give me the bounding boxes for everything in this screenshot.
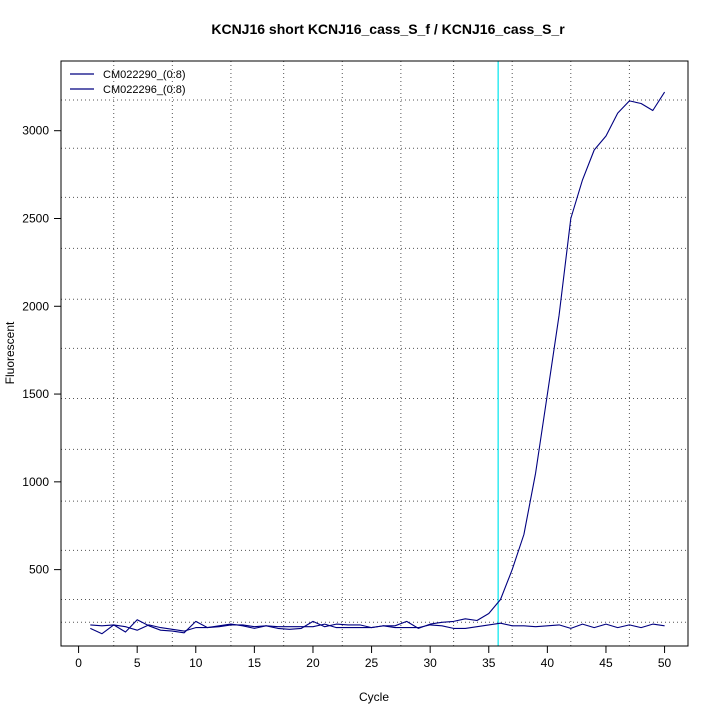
x-tick-label: 45 [599, 656, 613, 670]
x-tick-label: 0 [75, 656, 82, 670]
x-axis: 0 5 10 15 20 25 30 35 40 45 50 [75, 645, 672, 670]
legend-label-1: CM022290_(0:8) [103, 69, 186, 81]
x-tick-label: 30 [423, 656, 437, 670]
x-tick-label: 50 [658, 656, 672, 670]
x-tick-label: 15 [248, 656, 262, 670]
y-tick-label: 2000 [22, 299, 49, 313]
x-tick-label: 10 [189, 656, 203, 670]
chart-title: KCNJ16 short KCNJ16_cass_S_f / KCNJ16_ca… [211, 21, 565, 37]
y-axis: 500 1000 1500 2000 2500 3000 [22, 124, 62, 577]
x-tick-label: 35 [482, 656, 496, 670]
y-tick-label: 2500 [22, 211, 49, 225]
legend: CM022290_(0:8) CM022296_(0:8) [70, 69, 186, 96]
x-tick-label: 20 [306, 656, 320, 670]
y-tick-label: 3000 [22, 124, 49, 138]
grid [61, 61, 688, 646]
legend-label-2: CM022296_(0:8) [103, 84, 186, 96]
y-axis-label: Fluorescent [3, 321, 17, 384]
y-tick-label: 1000 [22, 475, 49, 489]
y-tick-label: 1500 [22, 387, 49, 401]
y-tick-label: 500 [29, 563, 49, 577]
series-lines [90, 91, 666, 635]
x-tick-label: 40 [541, 656, 555, 670]
x-tick-label: 5 [134, 656, 141, 670]
x-axis-label: Cycle [359, 690, 389, 704]
x-tick-label: 25 [365, 656, 379, 670]
series-line-2 [90, 622, 665, 632]
